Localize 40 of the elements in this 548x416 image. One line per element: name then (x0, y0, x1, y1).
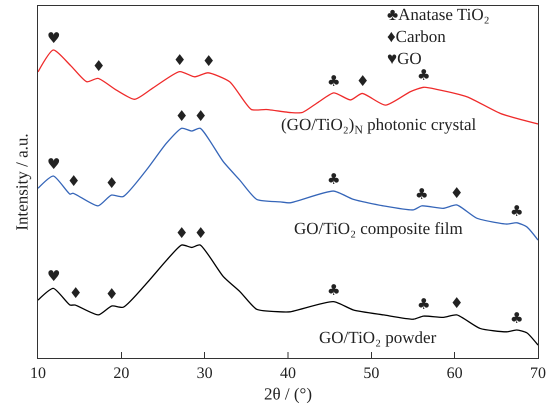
annotation: ♦ (105, 285, 118, 303)
annotation: ♥ (47, 29, 60, 47)
text: ♣Anatase TiO₂ (387, 5, 490, 24)
text: ♦Carbon (387, 27, 446, 46)
series-label: (GO/TiO₂)$_{N}$ photonic crystal (281, 115, 476, 137)
x-tick-label: 20 (113, 365, 130, 382)
annotation: ♣ (327, 72, 340, 90)
annotation: ♥GO (387, 49, 422, 68)
annotation: ♥ (47, 155, 60, 173)
annotation: ♣ (417, 66, 430, 84)
x-tick-label: 50 (363, 365, 380, 382)
annotation: ♦ (194, 224, 208, 242)
annotation: ♦ (175, 107, 188, 125)
annotation: ♦ (194, 107, 208, 125)
annotation: ♣ (327, 281, 340, 299)
annotation: ♦ (92, 57, 106, 75)
annotation: ♦ (105, 174, 118, 192)
annotation: ♦ (450, 184, 464, 202)
annotation: ♣ (417, 295, 430, 313)
annotation: ♣ (327, 170, 340, 188)
annotation: ♦ (356, 72, 370, 90)
x-axis-title: 2θ / (°) (264, 384, 312, 404)
x-tick-label: 30 (196, 365, 213, 382)
x-tick-label: 40 (280, 365, 296, 382)
annotation: ♣ (510, 309, 524, 327)
annotation: ♦ (173, 51, 186, 69)
annotation: ♦ (450, 294, 464, 312)
annotation: ♦ (175, 224, 188, 242)
x-tick-label: 60 (446, 365, 463, 382)
y-axis-title: Intensity / a.u. (12, 133, 32, 231)
annotation: ♣ (510, 202, 524, 220)
annotation: ♦ (69, 284, 82, 302)
x-tick-label: 70 (530, 365, 546, 382)
annotation: ♦ (67, 172, 80, 190)
annotation: ♥ (47, 267, 60, 285)
annotation: ♦ (202, 52, 216, 70)
annotation: ♣ (415, 185, 428, 203)
series-label: GO/TiO₂ powder (319, 328, 437, 347)
x-tick-label: 10 (30, 365, 46, 382)
series-label: GO/TiO₂ composite film (294, 219, 463, 238)
